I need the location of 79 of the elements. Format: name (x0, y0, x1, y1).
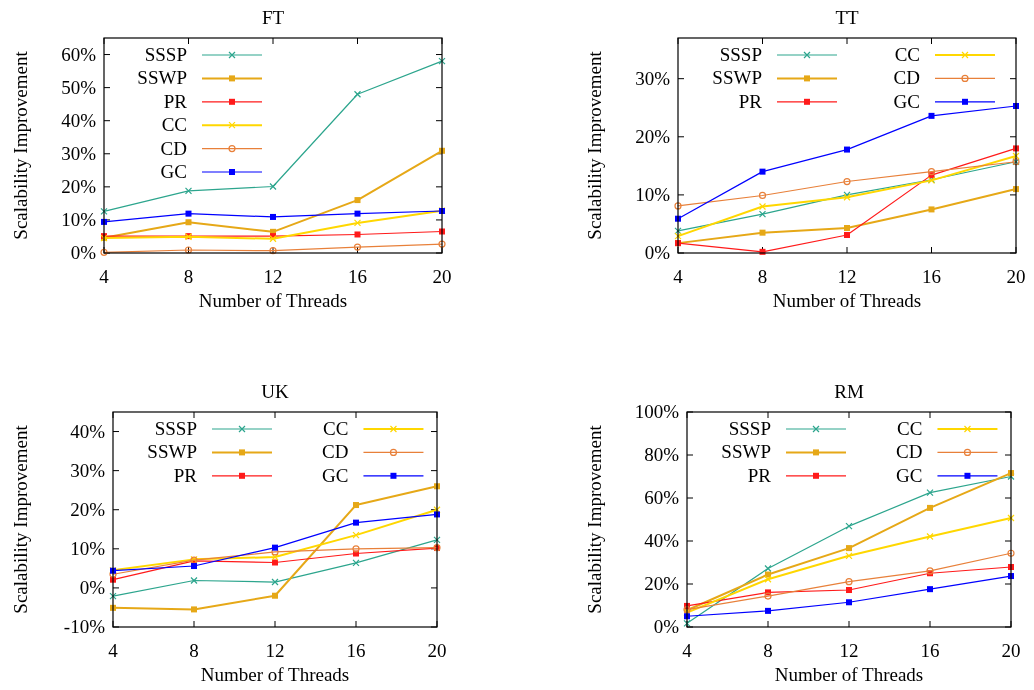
x-tick-label: 16 (346, 640, 366, 661)
y-tick-label: 60% (644, 487, 680, 508)
legend-label: CC (161, 114, 187, 136)
x-tick-label: 4 (682, 640, 693, 661)
legend-label: CD (893, 67, 920, 89)
x-tick-label: 4 (108, 640, 119, 661)
legend-label: GC (893, 90, 920, 112)
x-axis-title: Number of Threads (200, 664, 350, 685)
x-tick-label: 8 (763, 640, 773, 661)
x-tick-label: 16 (920, 640, 940, 661)
legend-label: SSSP (719, 44, 762, 65)
legend-label: PR (163, 90, 188, 112)
y-tick-label: 10% (70, 537, 106, 559)
y-tick-label: 20% (70, 498, 106, 520)
x-axis-title: Number of Threads (772, 290, 922, 311)
x-tick-label: 20 (432, 266, 452, 287)
y-tick-label: 30% (635, 67, 671, 89)
y-tick-label: 40% (644, 530, 680, 551)
y-tick-label: 0% (79, 576, 106, 598)
y-tick-label: 100% (634, 401, 680, 422)
y-tick-label: 40% (61, 109, 97, 131)
chart-title: TT (835, 7, 859, 28)
legend-label: CC (323, 418, 349, 439)
y-tick-label: 0% (70, 242, 97, 263)
y-tick-label: 40% (70, 420, 106, 442)
x-tick-label: 20 (1006, 266, 1026, 287)
legend-label: GC (896, 464, 923, 486)
y-axis-title: Scalability Improvement (10, 50, 31, 240)
x-tick-label: 12 (263, 266, 283, 287)
legend-label: CD (160, 137, 187, 159)
x-tick-label: 20 (1001, 640, 1021, 661)
legend-label: SSSP (728, 418, 771, 439)
x-tick-label: 16 (922, 266, 941, 287)
x-tick-label: 8 (757, 266, 768, 287)
y-axis-title: Scalability Improvement (584, 50, 605, 240)
x-tick-label: 8 (189, 640, 199, 661)
legend-label: SSWP (712, 67, 762, 89)
x-tick-label: 8 (183, 266, 194, 287)
y-tick-label: 0% (644, 242, 671, 263)
legend-label: CC (897, 418, 923, 439)
chart-title: RM (834, 381, 864, 402)
y-tick-label: 0% (653, 616, 680, 637)
y-tick-label: 50% (61, 76, 97, 98)
y-axis-title: Scalability Improvement (584, 424, 605, 614)
y-tick-label: 80% (644, 444, 680, 465)
legend-label: SSSP (144, 44, 187, 65)
legend-label: CC (894, 44, 920, 65)
x-axis-title: Number of Threads (774, 664, 924, 685)
x-tick-label: 12 (265, 640, 285, 661)
y-tick-label: 30% (70, 459, 106, 481)
x-tick-label: 20 (427, 640, 447, 661)
y-axis-title: Scalability Improvement (10, 424, 31, 614)
legend-label: CD (322, 441, 349, 463)
legend-label: SSSP (154, 418, 197, 439)
legend-label: PR (173, 464, 198, 486)
legend-label: SSWP (137, 67, 187, 89)
legend-label: PR (738, 90, 763, 112)
legend-label: GC (160, 161, 187, 182)
x-tick-label: 12 (837, 266, 857, 287)
x-axis-title: Number of Threads (198, 290, 348, 311)
x-tick-label: 12 (839, 640, 859, 661)
y-tick-label: 10% (635, 183, 671, 205)
legend-label: CD (896, 441, 923, 463)
x-tick-label: 4 (99, 266, 110, 287)
chart-title: FT (261, 7, 285, 28)
y-tick-label: 20% (635, 125, 671, 147)
y-tick-label: 20% (644, 573, 680, 594)
legend-label: SSWP (721, 441, 771, 463)
y-tick-label: -10% (63, 616, 106, 637)
legend-label: PR (747, 464, 772, 486)
y-tick-label: 30% (61, 142, 97, 164)
chart-title: UK (261, 381, 289, 402)
y-tick-label: 60% (61, 43, 97, 65)
x-tick-label: 16 (348, 266, 367, 287)
y-tick-label: 10% (61, 208, 97, 230)
y-tick-label: 20% (61, 175, 97, 197)
legend-label: GC (322, 464, 349, 486)
x-tick-label: 4 (673, 266, 684, 287)
legend-label: SSWP (147, 441, 197, 463)
